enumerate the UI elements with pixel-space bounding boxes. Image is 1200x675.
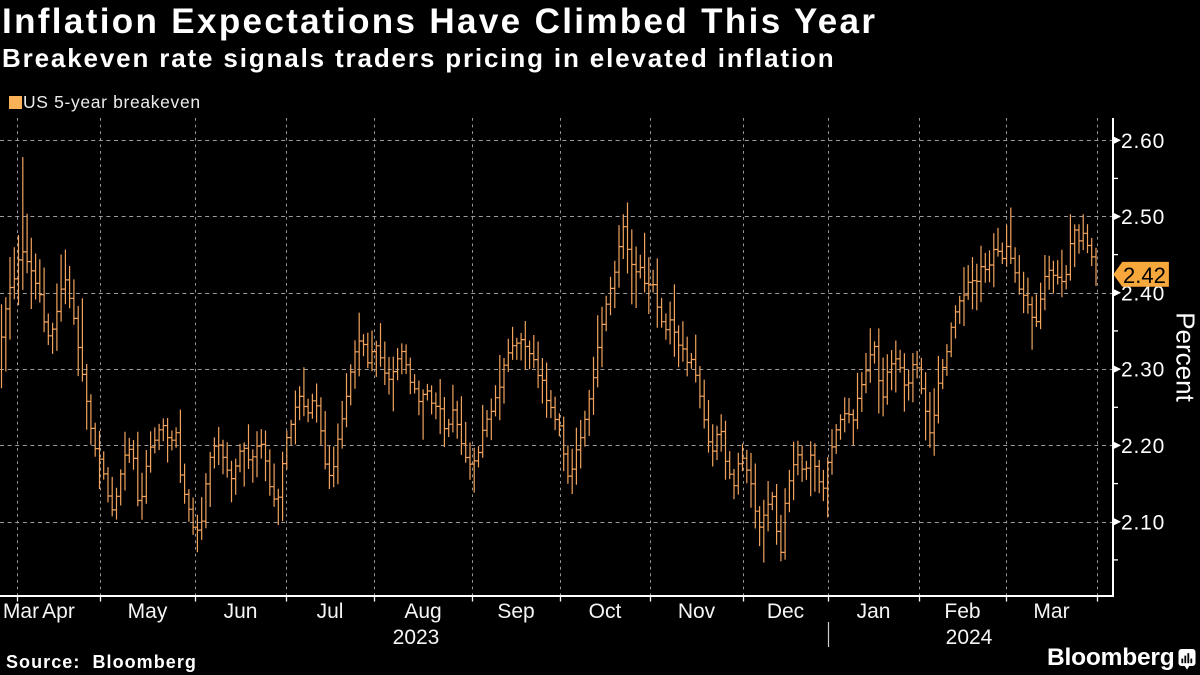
svg-text:Jan: Jan: [857, 600, 891, 623]
svg-text:2.10: 2.10: [1121, 511, 1165, 534]
svg-text:Aug: Aug: [404, 600, 441, 623]
svg-text:Mar: Mar: [1033, 600, 1069, 623]
svg-text:May: May: [128, 600, 168, 623]
svg-text:2.40: 2.40: [1121, 282, 1165, 305]
svg-text:Apr: Apr: [42, 600, 75, 623]
svg-text:2.30: 2.30: [1121, 359, 1165, 382]
svg-text:2.60: 2.60: [1121, 130, 1165, 153]
svg-text:Dec: Dec: [767, 600, 804, 623]
svg-text:Nov: Nov: [678, 600, 716, 623]
svg-text:Jun: Jun: [224, 600, 258, 623]
svg-text:2.42: 2.42: [1123, 263, 1166, 288]
svg-text:Jul: Jul: [317, 600, 344, 623]
svg-text:Feb: Feb: [944, 600, 980, 623]
svg-text:Mar: Mar: [3, 600, 39, 623]
svg-text:2024: 2024: [946, 626, 993, 649]
svg-text:Sep: Sep: [497, 600, 534, 623]
svg-text:2.50: 2.50: [1121, 206, 1165, 229]
svg-text:2.20: 2.20: [1121, 435, 1165, 458]
svg-text:2023: 2023: [393, 626, 440, 649]
svg-text:Percent: Percent: [1171, 312, 1200, 402]
svg-text:Oct: Oct: [589, 600, 622, 623]
